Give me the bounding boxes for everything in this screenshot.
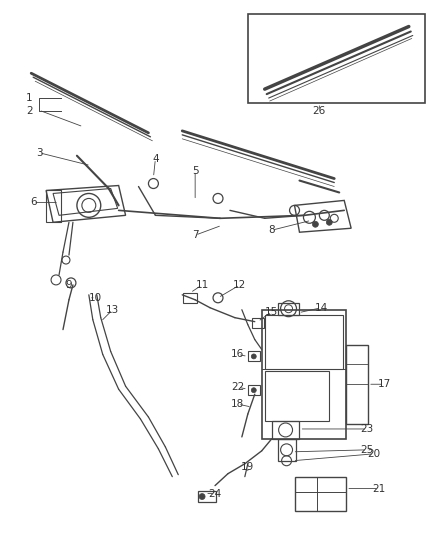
Bar bbox=[294, 477, 346, 512]
Bar bbox=[278, 303, 300, 314]
Text: 4: 4 bbox=[152, 154, 159, 164]
Bar bbox=[346, 344, 368, 424]
Text: 18: 18 bbox=[231, 399, 244, 409]
Text: 15: 15 bbox=[265, 306, 278, 317]
Text: 7: 7 bbox=[192, 230, 198, 240]
Text: 21: 21 bbox=[372, 483, 385, 494]
Circle shape bbox=[251, 354, 256, 359]
Bar bbox=[278, 439, 296, 461]
Text: 17: 17 bbox=[377, 379, 391, 389]
Text: 1: 1 bbox=[26, 93, 32, 103]
Bar bbox=[183, 293, 197, 303]
Text: 10: 10 bbox=[89, 293, 102, 303]
Text: 5: 5 bbox=[192, 166, 198, 175]
Bar bbox=[248, 351, 260, 361]
Text: 3: 3 bbox=[36, 148, 42, 158]
Text: 13: 13 bbox=[106, 305, 119, 314]
Text: 16: 16 bbox=[231, 350, 244, 359]
Text: 26: 26 bbox=[313, 106, 326, 116]
Bar bbox=[262, 310, 346, 439]
Circle shape bbox=[251, 387, 256, 393]
Circle shape bbox=[312, 221, 318, 227]
Text: 2: 2 bbox=[26, 106, 32, 116]
Circle shape bbox=[326, 219, 332, 225]
Bar bbox=[252, 318, 264, 328]
Text: 24: 24 bbox=[208, 489, 222, 498]
Bar bbox=[46, 190, 61, 222]
Text: 20: 20 bbox=[367, 449, 381, 459]
Text: 9: 9 bbox=[66, 280, 72, 290]
Text: 22: 22 bbox=[231, 382, 244, 392]
Text: 25: 25 bbox=[360, 445, 374, 455]
Bar bbox=[248, 14, 425, 103]
Text: 19: 19 bbox=[241, 462, 254, 472]
Bar bbox=[198, 490, 216, 503]
Text: 14: 14 bbox=[315, 303, 328, 313]
Bar bbox=[265, 372, 329, 421]
Bar bbox=[265, 314, 343, 369]
Text: 8: 8 bbox=[268, 225, 275, 235]
Text: 11: 11 bbox=[195, 280, 209, 290]
Text: 6: 6 bbox=[30, 197, 36, 207]
Text: 12: 12 bbox=[233, 280, 247, 290]
Bar bbox=[248, 385, 260, 395]
Circle shape bbox=[199, 494, 205, 499]
Bar bbox=[272, 421, 300, 439]
Text: 23: 23 bbox=[360, 424, 374, 434]
